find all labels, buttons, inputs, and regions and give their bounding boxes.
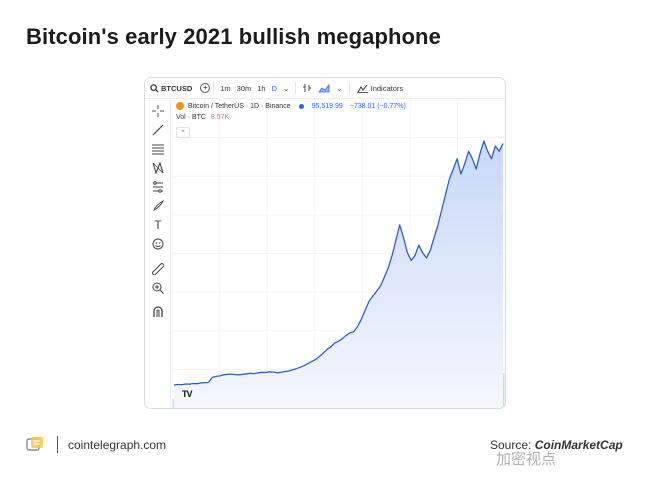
- cointelegraph-logo: [26, 437, 43, 451]
- volume-label: Vol · BTC: [176, 114, 206, 121]
- chart-legend: Bitcoin / TetherUS · 1D · Binance 95,519…: [176, 102, 406, 121]
- footer-divider: [57, 436, 58, 453]
- headline: Bitcoin's early 2021 bullish megaphone: [26, 24, 441, 49]
- bar-style-icon[interactable]: [299, 78, 315, 99]
- price-area: [174, 141, 503, 408]
- fib-retracement-icon[interactable]: [149, 141, 167, 157]
- source-credit: Source: CoinMarketCap: [490, 438, 623, 452]
- interval-d[interactable]: D: [271, 83, 278, 93]
- indicators-icon: [356, 84, 368, 93]
- prediction-icon[interactable]: [149, 179, 167, 195]
- ruler-icon[interactable]: [149, 261, 167, 277]
- search-icon: [150, 83, 159, 93]
- tradingview-logo: TV: [182, 389, 192, 399]
- collapse-legend-button[interactable]: ^: [176, 127, 190, 138]
- watermark: 加密视点: [496, 451, 557, 468]
- chart-card: BTCUSD + 1m 30m 1h D ⌄ ⌄ Indicators T: [144, 77, 506, 409]
- interval-1h[interactable]: 1h: [257, 83, 266, 93]
- pair-label: Bitcoin / TetherUS · 1D · Binance: [188, 102, 291, 110]
- symbol-label: BTCUSD: [161, 83, 193, 93]
- magnet-icon[interactable]: [149, 304, 167, 320]
- brush-icon[interactable]: [149, 198, 167, 214]
- toolbar-divider: [348, 82, 350, 94]
- symbol-search[interactable]: BTCUSD: [145, 78, 192, 99]
- indicators-label: Indicators: [370, 83, 404, 93]
- interval-1m[interactable]: 1m: [220, 83, 231, 93]
- status-dot-icon: [298, 103, 304, 109]
- style-dropdown-icon[interactable]: ⌄: [336, 83, 343, 93]
- indicators-button[interactable]: Indicators: [353, 78, 404, 99]
- footer-brand[interactable]: cointelegraph.com: [68, 438, 167, 452]
- emoji-icon[interactable]: [149, 236, 167, 252]
- crosshair-icon[interactable]: [149, 103, 167, 119]
- source-name: CoinMarketCap: [534, 438, 623, 452]
- price-change: −738.01 (−0.77%): [349, 102, 406, 110]
- pattern-icon[interactable]: [149, 160, 167, 176]
- toolbar-divider: [295, 82, 297, 94]
- source-prefix: Source:: [490, 438, 535, 452]
- price-line: [173, 140, 504, 386]
- price-chart[interactable]: [172, 99, 505, 408]
- toolbar-divider: [213, 82, 215, 94]
- interval-dropdown-icon[interactable]: ⌄: [283, 83, 290, 93]
- text-icon[interactable]: T: [154, 218, 162, 232]
- volume-value: 8.57K: [210, 114, 230, 121]
- trend-line-icon[interactable]: [149, 122, 167, 138]
- bitcoin-icon: [176, 102, 184, 110]
- interval-30m[interactable]: 30m: [236, 83, 252, 93]
- chart-topbar: BTCUSD + 1m 30m 1h D ⌄ ⌄ Indicators: [145, 78, 505, 99]
- drawing-toolbar: T: [145, 99, 171, 408]
- last-price: 95,519.99: [311, 102, 343, 110]
- area-style-icon[interactable]: [315, 78, 333, 99]
- add-symbol-icon[interactable]: +: [200, 83, 211, 93]
- zoom-in-icon[interactable]: [149, 280, 167, 296]
